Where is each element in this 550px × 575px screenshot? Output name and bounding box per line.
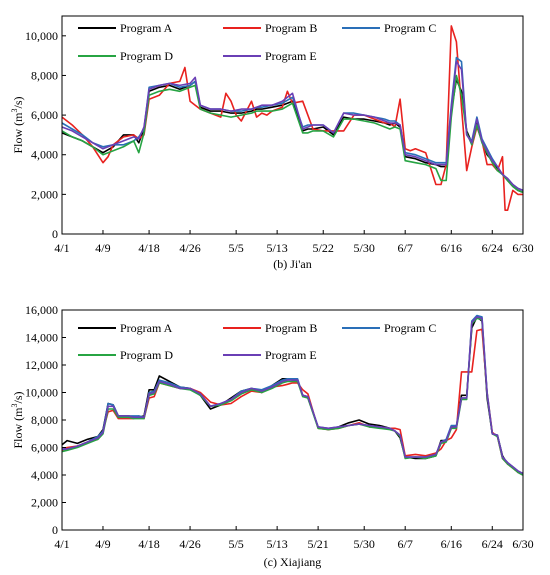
x-tick-label: 4/26 [179, 241, 200, 255]
chart-panel-2: 0 2,000 4,000 6,000 8,000 10,000 12,000 14,000 1… [10, 303, 534, 569]
legend-label: Program A [120, 321, 173, 335]
y-tick-label: 16,000 [25, 303, 58, 317]
x-tick-label: 5/30 [354, 537, 375, 551]
x-tick-label: 5/21 [307, 537, 328, 551]
y-tick-label: 0 [52, 227, 58, 241]
y-tick-label: 12,000 [25, 358, 58, 372]
x-tick-label: 6/30 [512, 537, 533, 551]
series-line-program-d [61, 74, 524, 194]
legend: Program A Program B Program C Program D Prog… [78, 321, 436, 362]
x-tick-label: 6/24 [482, 537, 503, 551]
y-tick-label: 10,000 [25, 29, 58, 43]
x-tick-label: 6/16 [441, 241, 462, 255]
legend-label: Program E [265, 49, 317, 63]
y-axis-title: Flow (m3/s) [10, 96, 25, 153]
series-line-program-e [62, 316, 524, 475]
x-tick-label: 5/13 [266, 537, 287, 551]
x-tick-label: 5/5 [228, 537, 243, 551]
y-tick-label: 14,000 [25, 331, 58, 345]
x-tick-label: 6/7 [398, 537, 413, 551]
legend-label: Program B [265, 21, 317, 35]
y-tick-label: 8,000 [31, 413, 58, 427]
legend-label: Program B [265, 321, 317, 335]
y-tick-label: 0 [52, 523, 58, 537]
x-tick-label: 5/5 [228, 241, 243, 255]
series-group [61, 25, 524, 211]
chart-caption: (b) Ji'an [273, 257, 311, 271]
x-tick-label: 6/24 [482, 241, 503, 255]
legend-label: Program A [120, 21, 173, 35]
x-tick-label: 6/16 [441, 537, 462, 551]
chart-panel-1: 0 2,000 4,000 6,000 8,000 10,000 4/1 4/9 4/18 4/2… [10, 15, 534, 271]
x-tick-label: 4/1 [54, 537, 69, 551]
y-axis-title: Flow (m3/s) [10, 391, 25, 448]
x-tick-label: 4/18 [138, 537, 159, 551]
legend-label: Program C [384, 21, 436, 35]
legend-label: Program C [384, 321, 436, 335]
y-tick-label: 8,000 [31, 68, 58, 82]
x-tick-label: 4/1 [54, 241, 69, 255]
legend-label: Program E [265, 348, 317, 362]
series-line-program-a [61, 316, 524, 476]
y-tick-label: 6,000 [31, 441, 58, 455]
legend-label: Program D [120, 49, 173, 63]
series-line-program-b [61, 25, 523, 211]
series-line-program-c [61, 314, 524, 475]
y-tick-label: 4,000 [31, 148, 58, 162]
x-tick-label: 6/30 [512, 241, 533, 255]
x-tick-label: 6/7 [398, 241, 413, 255]
y-tick-label: 10,000 [25, 386, 58, 400]
legend-label: Program D [120, 348, 173, 362]
x-tick-label: 5/13 [266, 241, 287, 255]
x-tick-label: 4/26 [179, 537, 200, 551]
x-tick-label: 4/9 [95, 537, 110, 551]
x-tick-label: 5/30 [354, 241, 375, 255]
series-line-program-c [61, 56, 524, 192]
legend: Program A Program B Program C Program D Prog… [78, 21, 436, 63]
plot-frame [61, 309, 524, 531]
y-tick-label: 2,000 [31, 496, 58, 510]
series-line-program-d [61, 317, 524, 476]
series-line-program-e [61, 60, 524, 192]
series-group [61, 314, 524, 476]
chart-caption: (c) Xiajiang [264, 555, 322, 569]
y-tick-label: 4,000 [31, 468, 58, 482]
y-tick-label: 6,000 [31, 108, 58, 122]
x-tick-label: 4/18 [138, 241, 159, 255]
plot-frame [61, 15, 524, 235]
x-tick-label: 4/9 [95, 241, 110, 255]
x-tick-label: 5/22 [313, 241, 334, 255]
y-tick-label: 2,000 [31, 187, 58, 201]
